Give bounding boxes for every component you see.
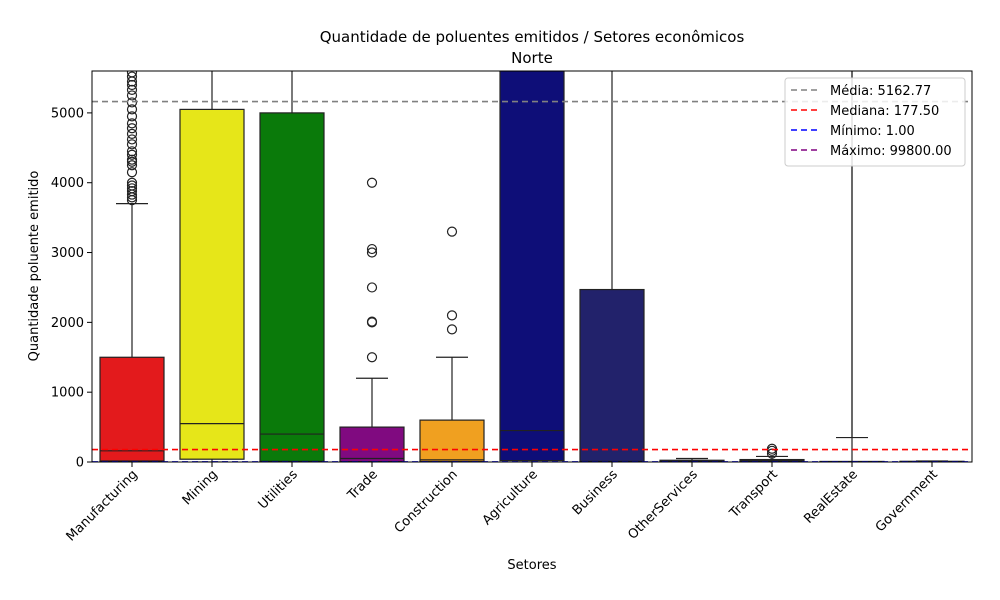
outlier-manufacturing-13: [126, 139, 138, 150]
outlier-manufacturing-10: [126, 154, 138, 165]
x-tick-label-otherservices: OtherServices: [625, 467, 701, 543]
outlier-construction-0: [446, 324, 458, 335]
x-tick-label-agriculture: Agriculture: [480, 467, 541, 528]
y-tick-label-5000: 5000: [51, 106, 84, 121]
legend-label-1: Mediana: 177.50: [830, 104, 939, 119]
outlier-manufacturing-21: [126, 90, 138, 101]
outlier-manufacturing-15: [126, 128, 138, 139]
outlier-manufacturing-23: [126, 79, 138, 91]
x-tick-label-transport: Transport: [726, 467, 780, 521]
y-tick-label-2000: 2000: [51, 316, 84, 331]
outlier-transport-2: [766, 443, 778, 454]
outlier-manufacturing-26: [126, 71, 138, 78]
x-tick-label-construction: Construction: [392, 467, 461, 536]
legend-box: [784, 77, 966, 167]
y-tick-label-4000: 4000: [51, 176, 84, 191]
outlier-manufacturing-6: [126, 177, 138, 188]
x-tick-label-realestate: RealEstate: [801, 467, 861, 527]
outlier-trade-4: [366, 247, 378, 258]
x-tick-label-government: Government: [873, 467, 941, 535]
outlier-manufacturing-17: [126, 118, 138, 129]
outlier-trade-3: [366, 282, 378, 293]
outlier-manufacturing-25: [126, 71, 138, 82]
outlier-trade-6: [366, 177, 378, 188]
outlier-manufacturing-8: [126, 160, 138, 171]
outlier-manufacturing-19: [126, 104, 138, 115]
legend-label-0: Média: 5162.77: [830, 84, 931, 99]
outlier-trade-0: [366, 352, 378, 363]
x-tick-label-trade: Trade: [344, 467, 380, 503]
outlier-construction-2: [446, 226, 458, 237]
x-tick-label-manufacturing: Manufacturing: [64, 467, 141, 544]
box-agriculture: [499, 71, 565, 462]
outlier-manufacturing-12: [126, 146, 138, 157]
x-tick-label-utilities: Utilities: [256, 467, 301, 512]
y-tick-label-0: 0: [76, 456, 84, 471]
outlier-manufacturing-18: [126, 111, 138, 122]
y-tick-label-3000: 3000: [51, 246, 84, 261]
outlier-manufacturing-11: [126, 149, 138, 160]
legend-label-3: Máximo: 99800.00: [830, 144, 952, 159]
outlier-manufacturing-20: [126, 97, 138, 108]
box-construction: [419, 419, 485, 462]
outlier-manufacturing-22: [126, 84, 138, 95]
box-mining: [179, 108, 245, 460]
y-axis-label: Quantidade poluente emitido: [27, 171, 42, 362]
outlier-manufacturing-7: [126, 167, 138, 178]
x-tick-label-business: Business: [570, 467, 621, 518]
x-axis-label: Setores: [507, 558, 556, 573]
box-business: [579, 288, 645, 462]
legend-label-2: Mínimo: 1.00: [830, 124, 915, 139]
outlier-manufacturing-16: [126, 123, 138, 134]
legend: Média: 5162.77 Mediana: 177.50 Mínimo: 1.0…: [784, 77, 966, 167]
outlier-manufacturing-3: [126, 185, 138, 197]
outlier-trade-5: [366, 243, 378, 255]
chart-title: Quantidade de poluentes emitidos / Setor…: [320, 28, 745, 46]
chart-subtitle: Norte: [511, 49, 553, 67]
outlier-manufacturing-4: [126, 183, 138, 194]
outlier-trade-2: [366, 316, 378, 327]
x-tick-label-mining: Mining: [180, 467, 221, 508]
outlier-construction-1: [446, 310, 458, 321]
box-trade: [339, 426, 405, 462]
plot-area: 0 1000 2000 3000 4000 5000 Manufacturing Mining…: [51, 70, 973, 544]
outlier-manufacturing-14: [126, 134, 138, 145]
y-tick-label-1000: 1000: [51, 386, 84, 401]
box-manufacturing: [99, 356, 165, 462]
outlier-manufacturing-5: [126, 180, 138, 191]
box-utilities: [259, 112, 325, 462]
